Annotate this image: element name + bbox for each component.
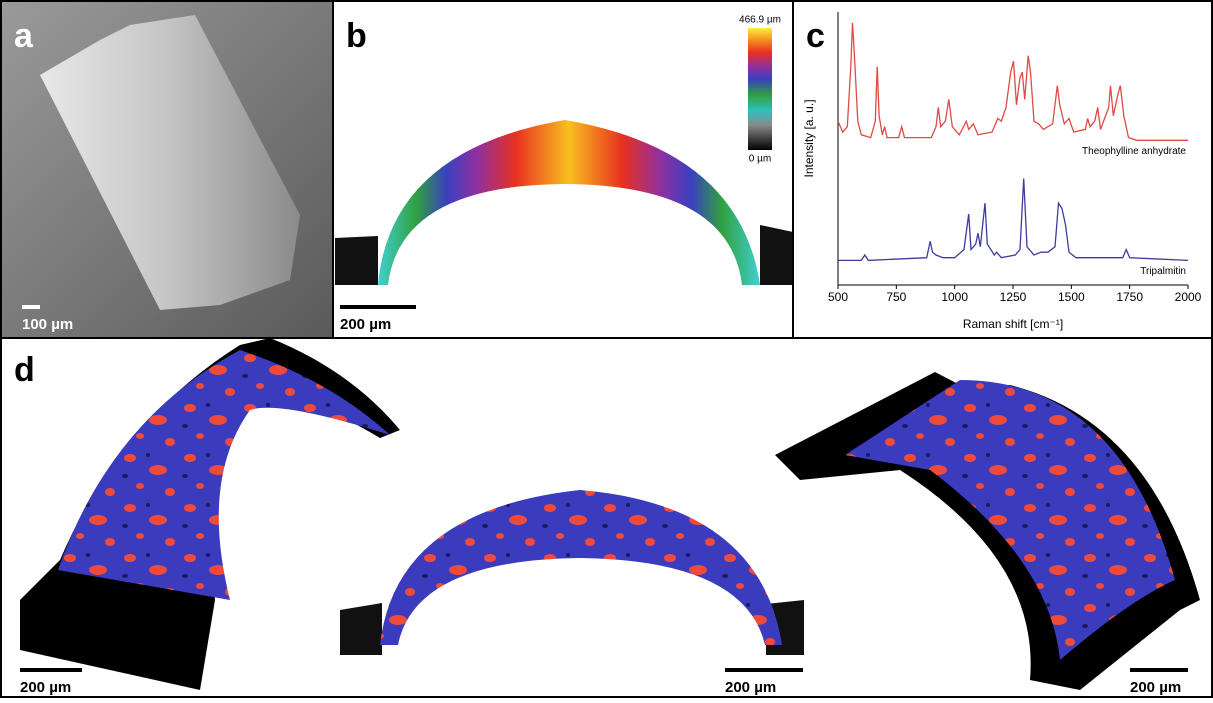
series-label: Tripalmitin xyxy=(1140,266,1186,277)
scale-bar xyxy=(1130,668,1188,672)
colorbar xyxy=(748,28,772,150)
raman-chart: 500 750 1000 1250 1500 1750 2000 Raman shift [c… xyxy=(802,12,1201,331)
series-label: Theophylline anhydrate xyxy=(1082,146,1186,157)
panel-label: b xyxy=(346,17,367,55)
y-axis-label: Intensity [a. u.] xyxy=(802,99,816,177)
x-tick-label: 1250 xyxy=(1000,290,1027,304)
scale-bar-label: 100 µm xyxy=(22,316,73,333)
x-tick-label: 2000 xyxy=(1175,290,1202,304)
colorbar-label: 0 µm xyxy=(749,154,771,165)
x-tick-label: 1750 xyxy=(1116,290,1143,304)
scale-bar xyxy=(340,305,416,309)
scale-bar-label: 200 µm xyxy=(725,679,776,696)
panel-label: c xyxy=(806,17,825,55)
panel-label: a xyxy=(14,17,34,55)
base xyxy=(760,225,793,285)
spectrum-line xyxy=(838,23,1188,140)
scale-bar xyxy=(20,668,82,672)
base xyxy=(335,236,378,285)
colorbar-label: 466.9 µm xyxy=(739,15,781,26)
x-tick-label: 1000 xyxy=(941,290,968,304)
base xyxy=(340,603,382,655)
scale-bar-label: 200 µm xyxy=(1130,679,1181,696)
scale-bar-label: 200 µm xyxy=(20,679,71,696)
scale-bar-label: 200 µm xyxy=(340,316,391,333)
x-axis-label: Raman shift [cm⁻¹] xyxy=(963,317,1063,331)
x-tick-label: 750 xyxy=(886,290,906,304)
spectrum-line xyxy=(838,179,1188,261)
panel-label: d xyxy=(14,351,35,389)
x-tick-label: 500 xyxy=(828,290,848,304)
figure: a 100 µm 466.9 µm 0 µm b 200 µm 500 750 10… xyxy=(0,0,1213,698)
x-tick-label: 1500 xyxy=(1058,290,1085,304)
scale-bar xyxy=(725,668,803,672)
scale-bar xyxy=(22,305,40,309)
